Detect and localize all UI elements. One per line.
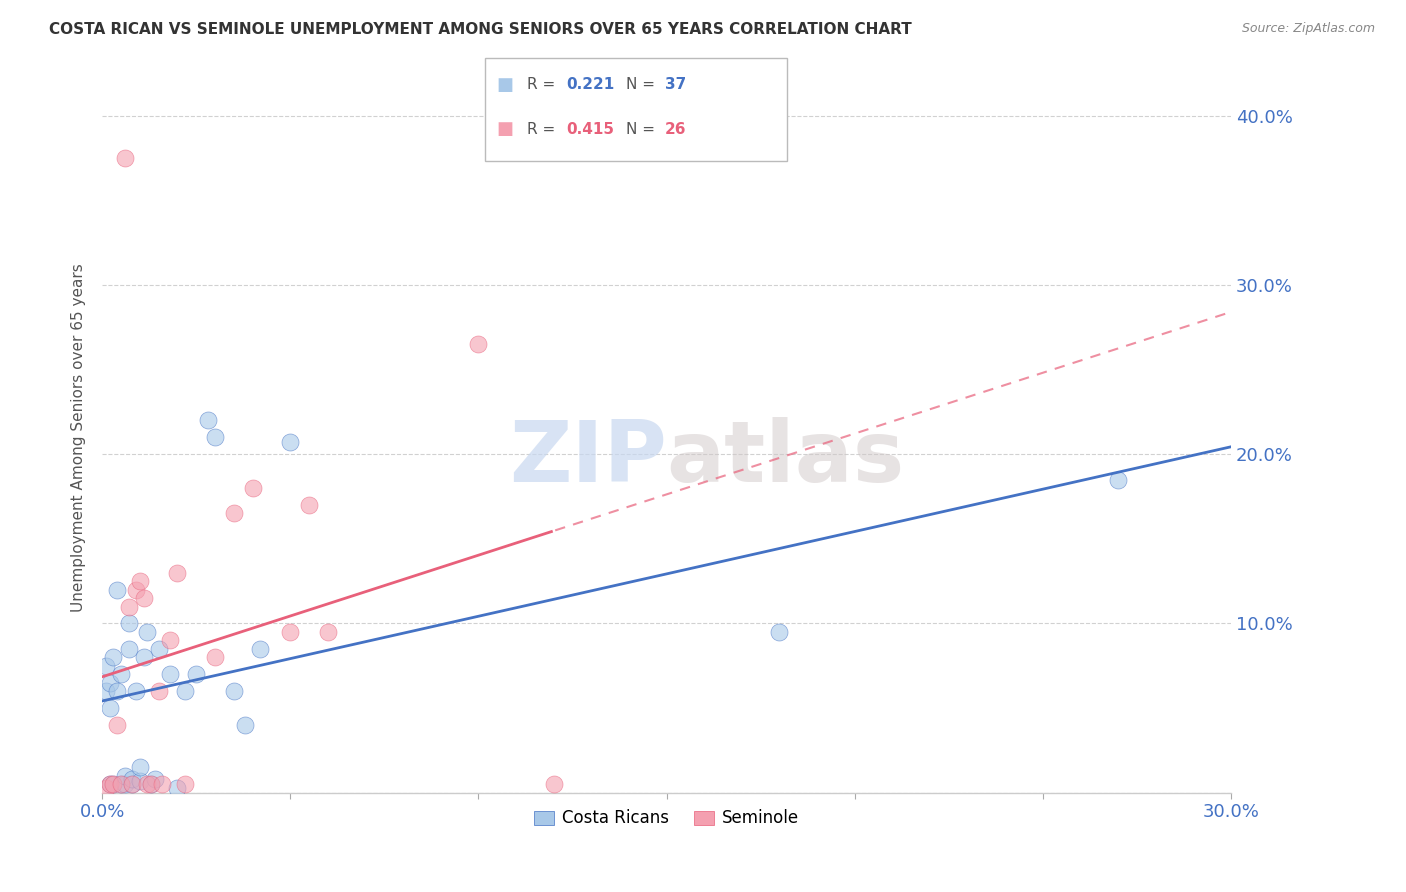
Point: [94, 684, 117, 698]
Point: [222, 684, 245, 698]
Point: [242, 481, 264, 495]
Point: [114, 151, 136, 165]
Text: N =: N =: [626, 122, 659, 136]
Legend: Costa Ricans, Seminole: Costa Ricans, Seminole: [527, 803, 806, 834]
Text: ■: ■: [496, 76, 513, 94]
Point: [128, 773, 150, 788]
Point: [105, 582, 128, 597]
Point: [136, 777, 159, 791]
Point: [136, 624, 159, 639]
Point: [174, 777, 197, 791]
Point: [98, 675, 121, 690]
Point: [94, 658, 117, 673]
Point: [166, 566, 188, 580]
Y-axis label: Unemployment Among Seniors over 65 years: Unemployment Among Seniors over 65 years: [72, 263, 86, 612]
Point: [117, 641, 139, 656]
Point: [768, 624, 790, 639]
Point: [143, 772, 166, 786]
Point: [121, 777, 143, 791]
Point: [197, 413, 219, 427]
Point: [105, 718, 128, 732]
Point: [110, 777, 132, 791]
Point: [98, 777, 121, 791]
Point: [94, 780, 117, 795]
Point: [159, 667, 181, 681]
Text: N =: N =: [626, 78, 659, 92]
Point: [148, 641, 170, 656]
Point: [204, 430, 226, 444]
Point: [316, 624, 339, 639]
Point: [103, 777, 125, 791]
Point: [103, 650, 125, 665]
Text: atlas: atlas: [666, 417, 905, 500]
Point: [105, 684, 128, 698]
Point: [114, 769, 136, 783]
Point: [543, 777, 565, 791]
Text: 0.221: 0.221: [567, 78, 614, 92]
Point: [166, 780, 188, 795]
Point: [117, 616, 139, 631]
Point: [159, 633, 181, 648]
Point: [125, 684, 148, 698]
Point: [139, 777, 162, 791]
Point: [139, 777, 162, 791]
Point: [114, 777, 136, 791]
Text: ■: ■: [496, 120, 513, 138]
Text: R =: R =: [527, 78, 561, 92]
Point: [174, 684, 197, 698]
Point: [152, 777, 174, 791]
Point: [103, 777, 125, 791]
Text: R =: R =: [527, 122, 561, 136]
Point: [121, 772, 143, 786]
Text: 37: 37: [665, 78, 686, 92]
Point: [1107, 473, 1129, 487]
Point: [249, 641, 271, 656]
Text: 0.415: 0.415: [567, 122, 614, 136]
Point: [117, 599, 139, 614]
Point: [110, 777, 132, 791]
Point: [132, 591, 155, 605]
Point: [278, 435, 301, 450]
Point: [148, 684, 170, 698]
Point: [298, 498, 321, 512]
Text: 26: 26: [665, 122, 686, 136]
Point: [233, 718, 256, 732]
Text: Source: ZipAtlas.com: Source: ZipAtlas.com: [1241, 22, 1375, 36]
Point: [467, 337, 489, 351]
Point: [98, 777, 121, 791]
Text: ZIP: ZIP: [509, 417, 666, 500]
Point: [222, 507, 245, 521]
Point: [186, 667, 208, 681]
Point: [110, 667, 132, 681]
Point: [98, 701, 121, 715]
Point: [125, 582, 148, 597]
Text: COSTA RICAN VS SEMINOLE UNEMPLOYMENT AMONG SENIORS OVER 65 YEARS CORRELATION CHA: COSTA RICAN VS SEMINOLE UNEMPLOYMENT AMO…: [49, 22, 912, 37]
Point: [121, 777, 143, 791]
Point: [128, 760, 150, 774]
Point: [128, 574, 150, 588]
Point: [204, 650, 226, 665]
Point: [132, 650, 155, 665]
Point: [278, 624, 301, 639]
